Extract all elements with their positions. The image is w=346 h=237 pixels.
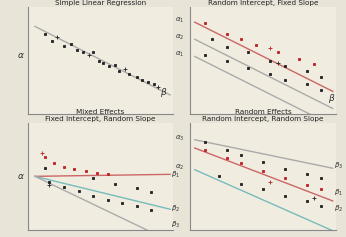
- Text: $\alpha_3$: $\alpha_3$: [175, 134, 184, 143]
- Title: Mixed Effects
Random Intercept, Fixed Slope: Mixed Effects Random Intercept, Fixed Sl…: [208, 0, 318, 6]
- Text: $\alpha$: $\alpha$: [17, 51, 24, 60]
- Text: $\beta_3$: $\beta_3$: [172, 219, 181, 230]
- Title: Mixed Effects
Fixed Intercept, Random Slope: Mixed Effects Fixed Intercept, Random Sl…: [45, 109, 156, 122]
- Title: Random Effects
Random Intercept, Random Slope: Random Effects Random Intercept, Random …: [202, 109, 324, 122]
- Title: Fixed Effects
Simple Linear Regression: Fixed Effects Simple Linear Regression: [55, 0, 146, 6]
- Text: $\alpha$: $\alpha$: [17, 172, 24, 181]
- Text: $\beta$: $\beta$: [328, 92, 336, 105]
- Text: $\beta$: $\beta$: [160, 86, 167, 99]
- Text: $\alpha_1$: $\alpha_1$: [175, 50, 184, 59]
- Text: $\beta_3$: $\beta_3$: [334, 160, 343, 171]
- Text: $\beta_1$: $\beta_1$: [334, 187, 343, 197]
- Text: $\alpha_2$: $\alpha_2$: [175, 163, 184, 172]
- Text: $\beta_1$: $\beta_1$: [172, 170, 181, 180]
- Text: $\beta_2$: $\beta_2$: [334, 203, 343, 214]
- Text: $\beta_2$: $\beta_2$: [172, 203, 181, 214]
- Text: $\alpha_1$: $\alpha_1$: [175, 15, 184, 25]
- Text: $\alpha_2$: $\alpha_2$: [175, 32, 184, 42]
